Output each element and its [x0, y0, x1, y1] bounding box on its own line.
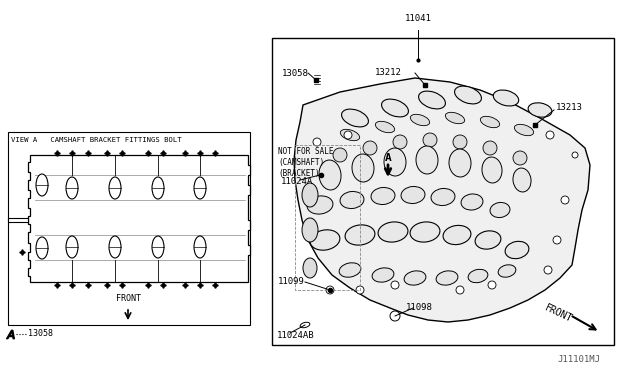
- Text: 11024AB: 11024AB: [277, 330, 315, 340]
- Text: 13058: 13058: [282, 68, 309, 77]
- Text: FRONT: FRONT: [543, 302, 574, 324]
- Circle shape: [483, 141, 497, 155]
- Ellipse shape: [401, 186, 425, 203]
- Ellipse shape: [352, 154, 374, 182]
- Text: 11098: 11098: [406, 304, 433, 312]
- Text: 13213: 13213: [556, 103, 583, 112]
- Circle shape: [333, 148, 347, 162]
- Circle shape: [356, 286, 364, 294]
- Bar: [272, 38, 614, 345]
- Ellipse shape: [454, 86, 481, 104]
- Ellipse shape: [340, 129, 360, 141]
- Ellipse shape: [416, 146, 438, 174]
- Circle shape: [313, 138, 321, 146]
- Ellipse shape: [449, 149, 471, 177]
- Ellipse shape: [36, 174, 48, 196]
- Ellipse shape: [194, 236, 206, 258]
- Ellipse shape: [490, 202, 510, 218]
- Ellipse shape: [109, 177, 121, 199]
- Ellipse shape: [481, 116, 500, 128]
- Ellipse shape: [310, 230, 340, 250]
- Ellipse shape: [300, 322, 310, 328]
- Circle shape: [553, 236, 561, 244]
- Ellipse shape: [468, 269, 488, 283]
- Ellipse shape: [410, 222, 440, 242]
- Text: J11101MJ: J11101MJ: [557, 356, 600, 365]
- Ellipse shape: [436, 271, 458, 285]
- Text: 11041: 11041: [404, 14, 431, 23]
- Ellipse shape: [372, 268, 394, 282]
- Ellipse shape: [307, 196, 333, 214]
- Ellipse shape: [66, 236, 78, 258]
- Ellipse shape: [419, 91, 445, 109]
- Ellipse shape: [498, 265, 516, 277]
- Polygon shape: [294, 78, 590, 322]
- Circle shape: [344, 131, 352, 139]
- Ellipse shape: [384, 148, 406, 176]
- Ellipse shape: [515, 124, 534, 136]
- Bar: [8, 132, 250, 325]
- Ellipse shape: [513, 168, 531, 192]
- Ellipse shape: [443, 225, 471, 245]
- Ellipse shape: [66, 177, 78, 199]
- Ellipse shape: [339, 263, 361, 277]
- Circle shape: [513, 151, 527, 165]
- Ellipse shape: [505, 241, 529, 259]
- Circle shape: [456, 286, 464, 294]
- Circle shape: [390, 311, 400, 321]
- Circle shape: [544, 266, 552, 274]
- Text: 11024A: 11024A: [281, 176, 313, 186]
- Ellipse shape: [109, 236, 121, 258]
- Circle shape: [488, 281, 496, 289]
- Ellipse shape: [36, 237, 48, 259]
- Ellipse shape: [461, 194, 483, 210]
- Circle shape: [546, 131, 554, 139]
- Ellipse shape: [340, 192, 364, 209]
- Ellipse shape: [319, 160, 341, 190]
- Ellipse shape: [371, 187, 395, 205]
- Ellipse shape: [493, 90, 518, 106]
- Circle shape: [572, 152, 578, 158]
- Ellipse shape: [303, 258, 317, 278]
- Ellipse shape: [376, 121, 395, 133]
- Polygon shape: [8, 218, 28, 222]
- Ellipse shape: [302, 183, 318, 207]
- Ellipse shape: [404, 271, 426, 285]
- Text: 11099: 11099: [278, 278, 305, 286]
- Ellipse shape: [378, 222, 408, 242]
- Circle shape: [561, 196, 569, 204]
- Ellipse shape: [482, 157, 502, 183]
- Text: VIEW A   CAMSHAFT BRACKET FITTINGS BOLT: VIEW A CAMSHAFT BRACKET FITTINGS BOLT: [11, 137, 182, 143]
- Text: A: A: [385, 153, 392, 163]
- Ellipse shape: [410, 114, 429, 126]
- Text: NOT FOR SALE
(CAMSHAFT)
(BRACKET): NOT FOR SALE (CAMSHAFT) (BRACKET): [278, 147, 333, 178]
- Ellipse shape: [302, 218, 318, 242]
- Ellipse shape: [345, 225, 375, 245]
- Text: FRONT: FRONT: [115, 294, 141, 303]
- Circle shape: [423, 133, 437, 147]
- Ellipse shape: [431, 189, 455, 206]
- Circle shape: [391, 281, 399, 289]
- Polygon shape: [28, 155, 250, 282]
- Ellipse shape: [445, 112, 465, 124]
- Text: 13058: 13058: [28, 330, 53, 339]
- Ellipse shape: [152, 177, 164, 199]
- Ellipse shape: [475, 231, 501, 249]
- Circle shape: [453, 135, 467, 149]
- Ellipse shape: [381, 99, 408, 117]
- Ellipse shape: [528, 103, 552, 117]
- Circle shape: [326, 286, 334, 294]
- Circle shape: [393, 135, 407, 149]
- Ellipse shape: [152, 236, 164, 258]
- Circle shape: [363, 141, 377, 155]
- Text: 13212: 13212: [375, 67, 402, 77]
- Ellipse shape: [194, 177, 206, 199]
- Ellipse shape: [342, 109, 369, 127]
